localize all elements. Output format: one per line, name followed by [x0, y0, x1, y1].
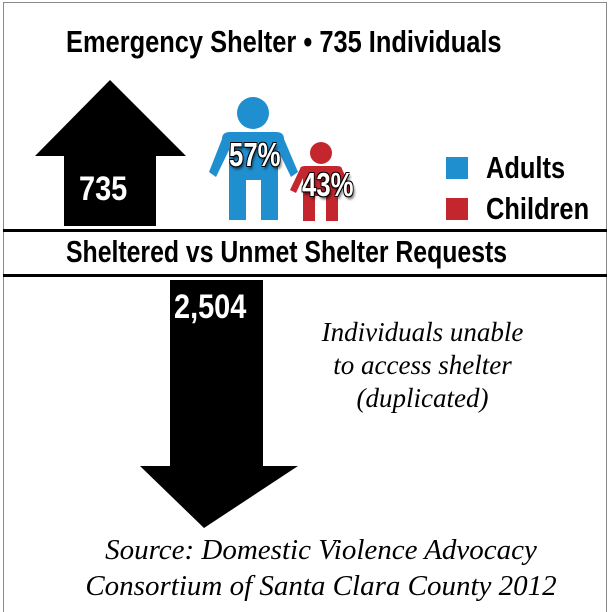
annotation-line-3: (duplicated) [356, 383, 489, 413]
children-percent-label: 43% [302, 166, 354, 203]
source-line-1: Source: Domestic Violence Advocacy [105, 534, 537, 566]
adults-percent-label: 57% [229, 136, 281, 173]
up-arrow-shape [35, 80, 186, 226]
children-swatch [446, 198, 468, 220]
source-credit: Source: Domestic Violence Advocacy Conso… [36, 532, 606, 604]
unmet-value-label: 2,504 [174, 288, 247, 326]
source-line-2: Consortium of Santa Clara County 2012 [85, 570, 557, 602]
subtitle-band [3, 229, 607, 277]
annotation-line-1: Individuals unable [321, 317, 524, 347]
chart-subtitle: Sheltered vs Unmet Shelter Requests [66, 234, 508, 269]
child-person-icon [290, 142, 352, 221]
frame-border [3, 2, 607, 612]
unmet-annotation: Individuals unable to access shelter (du… [290, 316, 555, 415]
chart-title: Emergency Shelter • 735 Individuals [66, 24, 502, 59]
legend-children: Children [446, 191, 611, 227]
adults-swatch [446, 157, 468, 179]
sheltered-value-label: 735 [79, 170, 128, 208]
adult-person-icon [209, 97, 298, 220]
annotation-line-2: to access shelter [333, 350, 512, 380]
legend-adults-label: Adults [486, 150, 566, 185]
legend-children-label: Children [486, 191, 590, 226]
legend-adults: Adults [446, 150, 582, 186]
down-arrow-shape [140, 280, 298, 528]
